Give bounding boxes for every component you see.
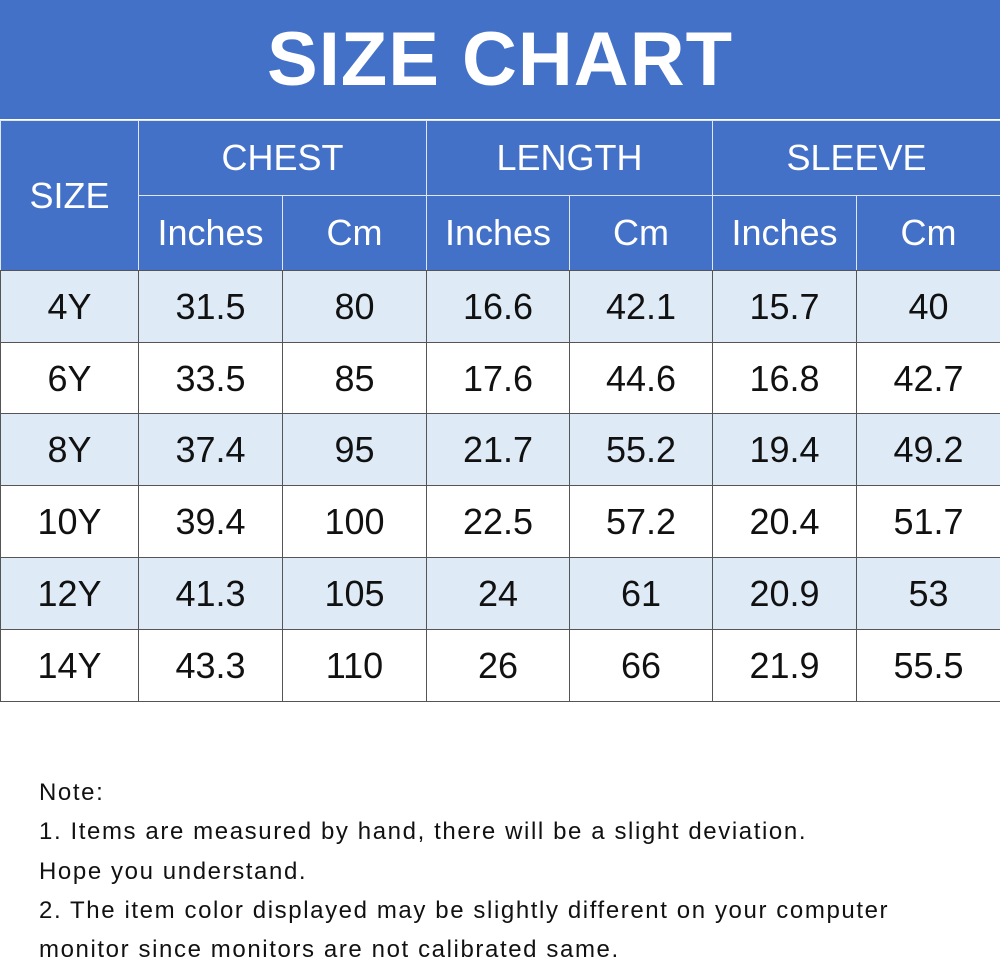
size-cell: 6Y	[0, 342, 139, 415]
unit-header: Inches	[426, 195, 570, 271]
unit-header: Cm	[856, 195, 1000, 271]
value-cell: 31.5	[138, 270, 283, 343]
value-cell: 95	[282, 413, 427, 486]
value-cell: 80	[282, 270, 427, 343]
size-cell: 8Y	[0, 413, 139, 486]
value-cell: 85	[282, 342, 427, 415]
size-cell: 10Y	[0, 485, 139, 558]
value-cell: 26	[426, 629, 570, 702]
unit-header: Inches	[138, 195, 283, 271]
title: SIZE CHART	[0, 0, 1000, 119]
value-cell: 105	[282, 557, 427, 630]
value-cell: 20.4	[712, 485, 857, 558]
value-cell: 21.9	[712, 629, 857, 702]
value-cell: 44.6	[569, 342, 713, 415]
note-line: Hope you understand.	[39, 857, 308, 885]
value-cell: 20.9	[712, 557, 857, 630]
value-cell: 53	[856, 557, 1000, 630]
value-cell: 55.2	[569, 413, 713, 486]
value-cell: 42.7	[856, 342, 1000, 415]
size-header: SIZE	[0, 120, 139, 271]
value-cell: 55.5	[856, 629, 1000, 702]
unit-header: Inches	[712, 195, 857, 271]
value-cell: 110	[282, 629, 427, 702]
size-cell: 14Y	[0, 629, 139, 702]
value-cell: 22.5	[426, 485, 570, 558]
value-cell: 57.2	[569, 485, 713, 558]
value-cell: 37.4	[138, 413, 283, 486]
value-cell: 33.5	[138, 342, 283, 415]
value-cell: 16.8	[712, 342, 857, 415]
group-header: CHEST	[138, 120, 427, 196]
value-cell: 51.7	[856, 485, 1000, 558]
value-cell: 100	[282, 485, 427, 558]
group-header: SLEEVE	[712, 120, 1000, 196]
value-cell: 39.4	[138, 485, 283, 558]
value-cell: 43.3	[138, 629, 283, 702]
note-line: 1. Items are measured by hand, there wil…	[39, 818, 808, 846]
group-header: LENGTH	[426, 120, 713, 196]
size-cell: 12Y	[0, 557, 139, 630]
value-cell: 61	[569, 557, 713, 630]
note-line: 2. The item color displayed may be sligh…	[39, 896, 890, 924]
value-cell: 19.4	[712, 413, 857, 486]
value-cell: 40	[856, 270, 1000, 343]
unit-header: Cm	[569, 195, 713, 271]
unit-header: Cm	[282, 195, 427, 271]
value-cell: 24	[426, 557, 570, 630]
note-line: monitor since monitors are not calibrate…	[39, 936, 620, 964]
value-cell: 16.6	[426, 270, 570, 343]
value-cell: 49.2	[856, 413, 1000, 486]
value-cell: 17.6	[426, 342, 570, 415]
value-cell: 15.7	[712, 270, 857, 343]
value-cell: 42.1	[569, 270, 713, 343]
value-cell: 41.3	[138, 557, 283, 630]
value-cell: 66	[569, 629, 713, 702]
value-cell: 21.7	[426, 413, 570, 486]
note-line: Note:	[39, 779, 105, 806]
size-cell: 4Y	[0, 270, 139, 343]
